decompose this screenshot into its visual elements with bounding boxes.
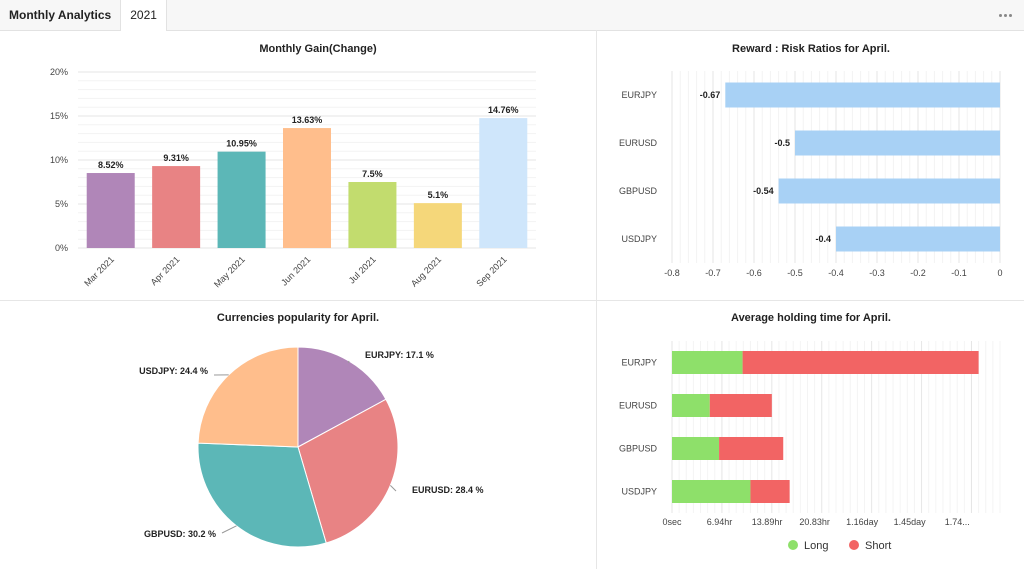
monthly-gain-title: Monthly Gain(Change) — [259, 43, 377, 55]
x-tick-label: Jul 2021 — [347, 254, 378, 285]
data-label: 13.63% — [292, 115, 323, 125]
bar — [836, 227, 1000, 252]
x-tick-label: -0.5 — [787, 268, 803, 278]
holding-time-title: Average holding time for April. — [731, 312, 891, 324]
tab-monthly-analytics[interactable]: Monthly Analytics — [0, 0, 120, 30]
bar — [283, 128, 331, 248]
x-tick-label: 1.74... — [945, 517, 970, 527]
data-label: -0.67 — [700, 90, 721, 100]
y-tick-label: 5% — [55, 199, 68, 209]
reward-risk-title: Reward : Risk Ratios for April. — [732, 43, 890, 55]
pie-label: GBPUSD: 30.2 % — [144, 529, 216, 539]
bar — [152, 166, 200, 248]
reward-risk-chart: Reward : Risk Ratios for April. -0.8 -0.7… — [597, 31, 1024, 300]
x-tick-label: 13.89hr — [752, 517, 783, 527]
monthly-gain-chart: Monthly Gain(Change) 0% 5% 10% 15% 20% 8.52% M… — [0, 31, 596, 300]
x-tick-label: -0.1 — [951, 268, 967, 278]
y-tick-label: 10% — [50, 155, 68, 165]
x-tick-label: 6.94hr — [707, 517, 733, 527]
bar — [795, 131, 1000, 156]
legend-marker — [788, 540, 798, 550]
leader-line — [222, 526, 237, 533]
y-tick-label: 15% — [50, 111, 68, 121]
holding-time-panel: Average holding time for April. 0sec 6.94… — [597, 301, 1024, 569]
x-tick-label: -0.4 — [828, 268, 844, 278]
legend-marker — [849, 540, 859, 550]
y-category-label: EURJPY — [621, 358, 657, 368]
x-tick-label: Jun 2021 — [279, 254, 312, 287]
y-category-label: EURUSD — [619, 401, 658, 411]
stacked-bar-segment — [672, 437, 719, 460]
stacked-bar-segment — [672, 394, 710, 417]
bar — [725, 83, 1000, 108]
y-category-label: EURUSD — [619, 138, 658, 148]
x-tick-label: -0.3 — [869, 268, 885, 278]
bar — [479, 118, 527, 248]
data-label: 8.52% — [98, 160, 124, 170]
x-tick-label: 0 — [997, 268, 1002, 278]
x-tick-label: 1.45day — [894, 517, 927, 527]
data-label: -0.4 — [815, 234, 831, 244]
pie-label: EURUSD: 28.4 % — [412, 485, 484, 495]
bar — [87, 173, 135, 248]
stacked-bar-segment — [743, 351, 979, 374]
x-tick-label: Aug 2021 — [409, 254, 443, 288]
pie-label: EURJPY: 17.1 % — [365, 350, 434, 360]
more-horizontal-icon[interactable] — [998, 7, 1016, 21]
legend-label: Long — [804, 540, 828, 552]
currency-popularity-panel: Currencies popularity for April. EURJPY:… — [0, 301, 596, 569]
x-tick-label: 1.16day — [846, 517, 879, 527]
y-category-label: USDJPY — [621, 234, 657, 244]
reward-risk-panel: Reward : Risk Ratios for April. -0.8 -0.7… — [597, 31, 1024, 300]
y-category-label: USDJPY — [621, 487, 657, 497]
x-tick-label: -0.7 — [705, 268, 721, 278]
currency-popularity-chart: Currencies popularity for April. EURJPY:… — [0, 301, 596, 569]
data-label: 14.76% — [488, 105, 519, 115]
top-bar: Monthly Analytics 2021 — [0, 0, 1024, 31]
y-tick-label: 20% — [50, 67, 68, 77]
x-tick-label: May 2021 — [212, 254, 247, 289]
data-label: -0.5 — [774, 138, 790, 148]
x-tick-label: 20.83hr — [799, 517, 830, 527]
x-tick-label: -0.8 — [664, 268, 680, 278]
data-label: 10.95% — [226, 139, 257, 149]
holding-time-chart: Average holding time for April. 0sec 6.94… — [597, 301, 1024, 569]
x-tick-label: Sep 2021 — [474, 254, 508, 288]
y-tick-label: 0% — [55, 243, 68, 253]
currency-popularity-title: Currencies popularity for April. — [217, 312, 379, 324]
bar — [348, 182, 396, 248]
leader-line — [390, 485, 396, 491]
tab-year-2021[interactable]: 2021 — [120, 0, 167, 31]
x-tick-label: Mar 2021 — [82, 254, 116, 288]
data-label: 9.31% — [163, 153, 189, 163]
stacked-bar-segment — [719, 437, 783, 460]
bar — [218, 152, 266, 248]
pie-slice — [198, 347, 298, 447]
bar — [779, 179, 1000, 204]
legend-label: Short — [865, 540, 891, 552]
data-label: 5.1% — [428, 190, 449, 200]
stacked-bar-segment — [750, 480, 789, 503]
x-tick-label: 0sec — [662, 517, 682, 527]
monthly-gain-panel: Monthly Gain(Change) 0% 5% 10% 15% 20% 8.52% M… — [0, 31, 596, 300]
x-tick-label: -0.2 — [910, 268, 926, 278]
pie-label: USDJPY: 24.4 % — [139, 366, 208, 376]
stacked-bar-segment — [710, 394, 772, 417]
stacked-bar-segment — [672, 351, 743, 374]
bar — [414, 203, 462, 248]
stacked-bar-segment — [672, 480, 750, 503]
y-category-label: EURJPY — [621, 90, 657, 100]
data-label: -0.54 — [753, 186, 774, 196]
x-tick-label: -0.6 — [746, 268, 762, 278]
y-category-label: GBPUSD — [619, 444, 658, 454]
x-tick-label: Apr 2021 — [149, 254, 182, 287]
data-label: 7.5% — [362, 169, 383, 179]
y-category-label: GBPUSD — [619, 186, 658, 196]
